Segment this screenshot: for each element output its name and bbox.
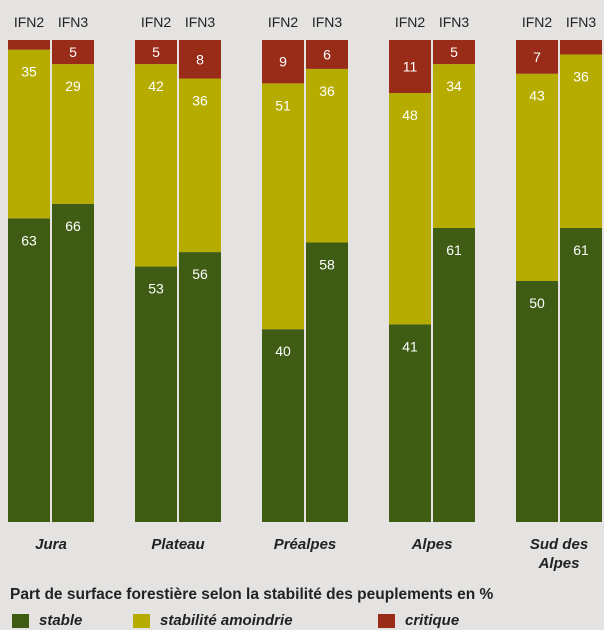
bar-tick-label: IFN3: [439, 14, 470, 30]
bar-segment-critique: [52, 40, 94, 65]
data-label: 36: [319, 83, 335, 99]
bar-segment-stable: [179, 252, 221, 522]
bar-segment-stable: [135, 266, 177, 522]
data-label: 61: [446, 242, 462, 258]
data-label: 6: [323, 46, 331, 62]
bar-segment-stable: [8, 218, 50, 522]
data-label: 56: [192, 266, 208, 282]
bar-tick-label: IFN3: [566, 14, 597, 30]
legend-label: critique: [405, 612, 460, 629]
data-label: 40: [275, 343, 291, 359]
data-label: 48: [402, 107, 418, 123]
bar-segment-critique: [433, 40, 475, 65]
bar-segment-stabilite-amoindrie: [389, 93, 431, 325]
bar-tick-label: IFN2: [141, 14, 172, 30]
category-label: Alpes: [411, 536, 453, 553]
bar-segment-critique: [179, 40, 221, 79]
data-label: 50: [529, 295, 545, 311]
bar-tick-label: IFN2: [522, 14, 553, 30]
bar-segment-critique: [516, 40, 558, 74]
data-label: 5: [152, 44, 160, 60]
data-label: 36: [573, 68, 589, 84]
bar-segment-stable: [262, 329, 304, 522]
data-label: 58: [319, 256, 335, 272]
data-label: 53: [148, 281, 164, 297]
chart-title: Part de surface forestière selon la stab…: [10, 586, 494, 603]
data-label: 5: [450, 44, 458, 60]
data-label: 66: [65, 218, 81, 234]
bar-segment-critique: [306, 40, 348, 69]
data-label: 61: [573, 242, 589, 258]
bar-segment-critique: [560, 40, 602, 55]
legend-item-critique: critique: [378, 611, 459, 630]
bar-segment-critique: [135, 40, 177, 65]
bar-segment-stable: [306, 242, 348, 522]
bar-segment-stable: [52, 203, 94, 522]
bar-segment-stable: [433, 227, 475, 523]
bar-segment-critique: [262, 40, 304, 84]
data-label: 9: [279, 54, 287, 70]
bar-tick-label: IFN3: [312, 14, 343, 30]
bar-segment-stabilite-amoindrie: [516, 73, 558, 282]
legend-item-stabilite-amoindrie: stabilité amoindrie: [133, 611, 293, 630]
stacked-bar-chart: IFN26335IFN366295JuraIFN253425IFN356368P…: [8, 14, 602, 572]
legend-item-stable: stable: [12, 611, 82, 630]
data-label: 42: [148, 78, 164, 94]
bar-segment-stable: [389, 324, 431, 522]
bar-tick-label: IFN3: [58, 14, 89, 30]
data-label: 7: [533, 49, 541, 65]
category-label: Sud des Alpes: [530, 536, 588, 572]
bar-segment-critique: [8, 40, 50, 50]
bar-segment-stable: [560, 227, 602, 523]
bar-segment-stable: [516, 281, 558, 522]
bar-segment-stabilite-amoindrie: [179, 78, 221, 253]
category-label: Plateau: [151, 536, 204, 553]
bar-segment-stabilite-amoindrie: [52, 64, 94, 204]
bar-segment-stabilite-amoindrie: [433, 64, 475, 228]
bar-segment-stabilite-amoindrie: [262, 83, 304, 330]
legend-swatch: [12, 613, 29, 628]
data-label: 35: [21, 64, 37, 80]
data-label: 34: [446, 78, 462, 94]
category-label: Préalpes: [274, 536, 337, 553]
bar-segment-stabilite-amoindrie: [560, 54, 602, 228]
data-label: 43: [529, 88, 545, 104]
data-label: 29: [65, 78, 81, 94]
legend: stable stabilité amoindrie critique: [12, 611, 604, 630]
data-label: 63: [21, 232, 37, 248]
data-label: 41: [402, 338, 418, 354]
bar-segment-stabilite-amoindrie: [8, 49, 50, 219]
bar-tick-label: IFN3: [185, 14, 216, 30]
legend-swatch: [133, 613, 150, 628]
data-label: 51: [275, 97, 291, 113]
legend-label: stable: [39, 612, 83, 629]
legend-swatch: [378, 613, 395, 628]
data-label: 36: [192, 93, 208, 109]
legend-label: stabilité amoindrie: [160, 612, 293, 629]
category-label: Jura: [35, 536, 67, 553]
data-label: 8: [196, 51, 204, 67]
bar-segment-stabilite-amoindrie: [135, 64, 177, 267]
bar-tick-label: IFN2: [268, 14, 299, 30]
bar-tick-label: IFN2: [14, 14, 45, 30]
bar-segment-stabilite-amoindrie: [306, 68, 348, 243]
data-label: 5: [69, 44, 77, 60]
bar-segment-critique: [389, 40, 431, 94]
data-label: 11: [403, 59, 418, 75]
bar-tick-label: IFN2: [395, 14, 426, 30]
